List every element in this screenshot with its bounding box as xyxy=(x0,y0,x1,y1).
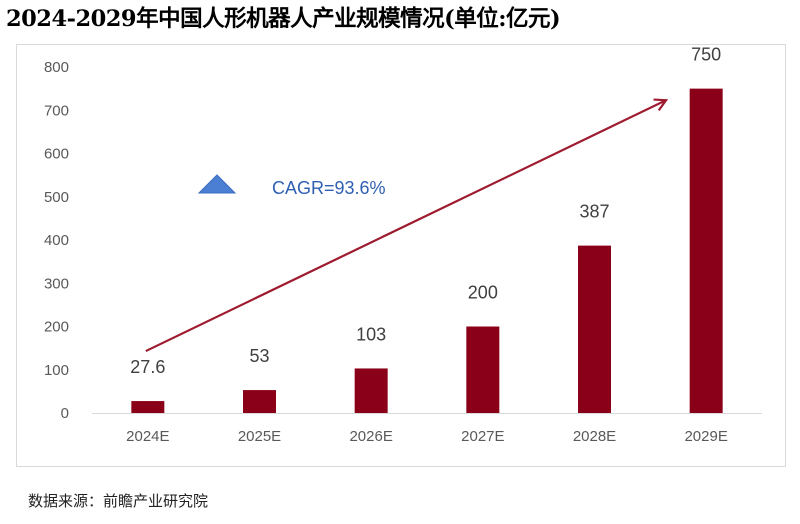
trend-arrow xyxy=(145,101,665,353)
x-tick-label: 2026E xyxy=(349,428,392,445)
x-tick-label: 2029E xyxy=(684,428,727,445)
bar xyxy=(466,326,500,413)
bar-chart: 0 100 200 300 400 500 600 700 800 27.6 2024E 53 2025… xyxy=(44,45,762,445)
y-tick-label: 0 xyxy=(61,405,69,422)
bar xyxy=(689,88,723,413)
y-tick-label: 200 xyxy=(44,319,69,336)
data-label: 103 xyxy=(356,324,386,344)
bar xyxy=(243,390,276,413)
x-tick-label: 2027E xyxy=(461,428,504,445)
data-label: 27.6 xyxy=(130,357,165,377)
data-label: 200 xyxy=(468,283,498,303)
cagr-annotation: CAGR=93.6% xyxy=(272,178,386,198)
chart-area: 0 100 200 300 400 500 600 700 800 27.6 2024E 53 2025… xyxy=(16,44,786,467)
chart-title: 2024-2029年中国人形机器人产业规模情况(单位:亿元) xyxy=(6,6,561,32)
y-tick-label: 700 xyxy=(44,102,69,119)
triangle-marker-icon xyxy=(197,174,237,194)
source-note: 数据来源：前瞻产业研究院 xyxy=(28,492,209,510)
data-label: 53 xyxy=(249,346,269,366)
y-tick-label: 300 xyxy=(44,275,69,292)
y-tick-label: 100 xyxy=(44,362,69,379)
x-tick-label: 2024E xyxy=(126,428,169,445)
data-label: 750 xyxy=(691,45,721,65)
data-label: 387 xyxy=(579,202,609,222)
y-tick-label: 500 xyxy=(44,189,69,206)
x-tick-label: 2025E xyxy=(238,428,281,445)
y-tick-label: 400 xyxy=(44,232,69,249)
y-tick-label: 600 xyxy=(44,146,69,163)
bar xyxy=(578,245,611,413)
y-tick-label: 800 xyxy=(44,59,69,76)
bar xyxy=(354,368,388,413)
bar xyxy=(131,401,165,413)
x-tick-label: 2028E xyxy=(573,428,616,445)
